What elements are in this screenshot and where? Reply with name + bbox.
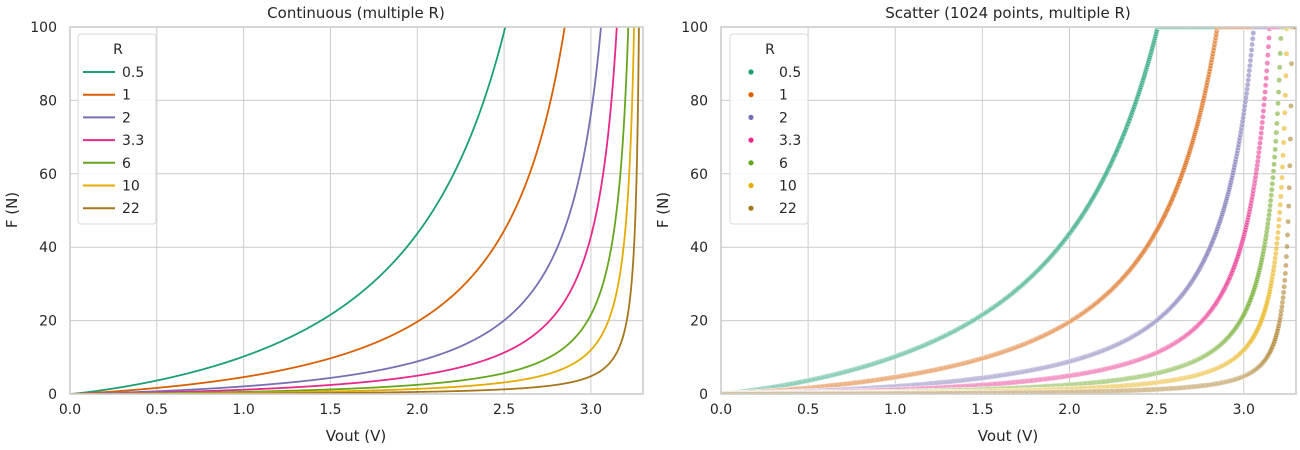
scatter-point bbox=[1249, 36, 1256, 42]
scatter-point bbox=[1263, 75, 1269, 81]
y-tick-labels: 0 20 40 60 80 100 bbox=[30, 20, 57, 403]
scatter-point bbox=[1246, 67, 1253, 74]
x-tick-label: 1.0 bbox=[884, 402, 906, 418]
chart-title: Continuous (multiple R) bbox=[267, 4, 445, 22]
scatter-point bbox=[1246, 72, 1252, 79]
scatter-point bbox=[1262, 82, 1269, 89]
legend-item-R-1[interactable]: 1 bbox=[83, 88, 131, 104]
legend-item-R-22[interactable]: 22 bbox=[83, 201, 140, 217]
x-tick-label: 2.0 bbox=[406, 402, 428, 418]
scatter-point bbox=[1247, 62, 1253, 69]
x-tick-label: 0.5 bbox=[146, 402, 168, 418]
x-tick-label: 2.5 bbox=[493, 402, 515, 418]
series-line-R-0.5 bbox=[70, 27, 507, 394]
legend-title: R bbox=[113, 42, 123, 58]
legend-item-R-3.3[interactable]: 3.3 bbox=[83, 133, 144, 149]
x-tick-label: 0.5 bbox=[797, 402, 819, 418]
y-tick-label: 60 bbox=[39, 167, 57, 183]
y-tick-label: 80 bbox=[39, 93, 57, 109]
x-tick-label: 0.0 bbox=[59, 402, 81, 418]
legend-label: 10 bbox=[122, 179, 140, 195]
scatter-point bbox=[1244, 81, 1251, 88]
y-tick-labels: 0 20 40 60 80 100 bbox=[681, 20, 708, 403]
x-tick-labels: 0.0 0.5 1.0 1.5 2.0 2.5 3.0 bbox=[59, 402, 602, 418]
chart-title: Scatter (1024 points, multiple R) bbox=[885, 4, 1131, 22]
axes-frame bbox=[69, 26, 644, 395]
scatter-point bbox=[1248, 52, 1254, 59]
scatter-chart: Scatter (1024 points, multiple R) 0.0 0.5… bbox=[654, 4, 1297, 445]
y-tick-label: 20 bbox=[690, 314, 708, 330]
continuous-chart: Continuous (multiple R) 0.0 0.5 1.0 1.5 2.0 2… bbox=[3, 4, 644, 445]
scatter-point bbox=[1266, 35, 1272, 41]
y-tick-label: 0 bbox=[48, 387, 57, 403]
scatter-point bbox=[1257, 135, 1264, 141]
legend-item-R-2[interactable]: 2 bbox=[83, 110, 131, 126]
scatter-point bbox=[1256, 149, 1262, 156]
scatter-point bbox=[1250, 30, 1257, 36]
legend-item-R-6[interactable]: 6 bbox=[83, 156, 131, 172]
legend-label: 0.5 bbox=[122, 65, 144, 81]
x-tick-label: 1.0 bbox=[233, 402, 255, 418]
legend-label: 1 bbox=[122, 88, 131, 104]
x-tick-label: 2.5 bbox=[1145, 402, 1167, 418]
series-line-R-1 bbox=[70, 27, 566, 394]
scatter-point bbox=[1259, 119, 1266, 126]
legend-item-R-0.5[interactable]: 0.5 bbox=[83, 65, 144, 81]
legend-item-R-10[interactable]: 10 bbox=[83, 179, 140, 195]
scatter-point bbox=[1260, 114, 1266, 120]
scatter-point bbox=[1258, 125, 1265, 131]
scatter-point bbox=[1264, 60, 1271, 66]
y-tick-label: 80 bbox=[690, 93, 708, 109]
scatter-point bbox=[1248, 47, 1255, 53]
y-axis-label: F (N) bbox=[3, 192, 21, 228]
scatter-point bbox=[1261, 95, 1268, 102]
x-tick-label: 3.0 bbox=[580, 402, 602, 418]
x-tick-label: 0.0 bbox=[710, 402, 732, 418]
y-tick-label: 20 bbox=[39, 314, 57, 330]
legend-label: 2 bbox=[122, 110, 131, 126]
scatter-point bbox=[1256, 145, 1263, 151]
x-tick-label: 3.0 bbox=[1233, 402, 1255, 418]
scatter-point bbox=[1258, 130, 1264, 136]
legend-label: 3.3 bbox=[122, 133, 144, 149]
x-axis-label: Vout (V) bbox=[326, 427, 386, 445]
plot-area bbox=[721, 27, 1296, 394]
y-tick-label: 0 bbox=[699, 387, 708, 403]
legend[interactable]: R 0.5 1 2 3.3 6 10 22 bbox=[77, 33, 157, 225]
scatter-point bbox=[1261, 102, 1267, 108]
y-tick-label: 100 bbox=[30, 20, 57, 36]
series-line-R-2 bbox=[70, 27, 602, 394]
y-tick-label: 40 bbox=[690, 240, 708, 256]
scatter-point bbox=[1245, 77, 1251, 83]
legend-label: 6 bbox=[122, 156, 131, 172]
scatter-point bbox=[1247, 57, 1254, 64]
y-tick-label: 40 bbox=[39, 240, 57, 256]
y-tick-label: 100 bbox=[681, 20, 708, 36]
scatter-point bbox=[1260, 108, 1267, 114]
legend-label: 22 bbox=[122, 201, 140, 217]
legend-frame bbox=[77, 33, 157, 225]
scatter-point bbox=[1263, 68, 1270, 74]
x-tick-label: 1.5 bbox=[319, 402, 341, 418]
scatter-point bbox=[1249, 41, 1255, 48]
x-tick-label: 1.5 bbox=[971, 402, 993, 418]
scatter-point bbox=[1265, 52, 1271, 58]
scatter-point bbox=[1262, 89, 1268, 95]
x-tick-label: 2.0 bbox=[1058, 402, 1080, 418]
scatter-point bbox=[1257, 140, 1263, 146]
x-tick-labels: 0.0 0.5 1.0 1.5 2.0 2.5 3.0 bbox=[710, 402, 1255, 418]
y-tick-label: 60 bbox=[690, 167, 708, 183]
scatter-point bbox=[1265, 43, 1272, 50]
